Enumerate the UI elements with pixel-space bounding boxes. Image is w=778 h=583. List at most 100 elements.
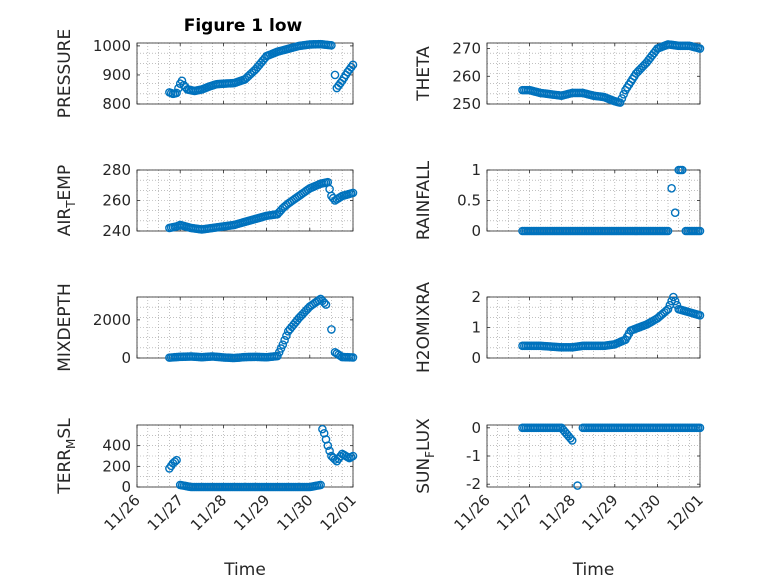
data-point (695, 226, 705, 236)
y-tick-label: 1 (471, 319, 481, 337)
data-markers (165, 39, 358, 99)
data-markers (518, 292, 705, 352)
data-markers (165, 294, 358, 363)
y-axis-label: TERRMSL (55, 418, 78, 495)
data-point (667, 183, 676, 193)
y-tick-label: -2 (466, 475, 481, 493)
data-point (327, 41, 336, 50)
data-markers (518, 40, 705, 107)
data-point (330, 70, 340, 80)
data-point (170, 457, 180, 466)
data-point (695, 44, 705, 53)
y-tick-label: 800 (102, 95, 131, 113)
y-axis-label: MIXDEPTH (55, 283, 75, 372)
data-point (318, 424, 327, 434)
data-point (280, 335, 289, 345)
y-tick-label: 280 (102, 161, 131, 179)
data-point (319, 298, 329, 308)
data-point (325, 184, 334, 194)
subplot-terr-msl: 0 200 400 TERRMSL 11/26 11/27 11/28 11/29 11/30 1… (55, 418, 360, 580)
data-point (348, 60, 358, 70)
y-tick-label: 240 (102, 222, 131, 240)
data-point (282, 331, 291, 341)
data-markers (518, 165, 705, 236)
y-tick-label: 1 (471, 161, 481, 179)
data-point (172, 455, 181, 465)
x-tick-label: 11/27 (493, 491, 536, 534)
data-point (327, 325, 336, 334)
data-point (346, 62, 356, 72)
data-markers (518, 423, 705, 490)
grid (486, 169, 701, 232)
data-point (677, 165, 687, 175)
y-tick-label: 2 (471, 288, 481, 306)
subplot-pressure: 800 900 1000 PRESSURE (55, 29, 358, 118)
y-tick-label: 2000 (93, 311, 131, 329)
x-tick-label: 11/30 (273, 491, 316, 534)
data-point (348, 451, 358, 461)
data-point (615, 98, 625, 107)
data-point (321, 300, 331, 309)
data-point (348, 188, 358, 198)
y-tick-label: 0 (471, 419, 481, 437)
data-point (177, 76, 187, 86)
y-tick-label: 270 (452, 40, 481, 58)
y-tick-label: 260 (102, 192, 131, 210)
x-tick-label: 12/01 (664, 491, 707, 534)
y-axis-label: PRESSURE (55, 29, 75, 118)
data-point (670, 208, 680, 217)
data-point (566, 434, 575, 443)
y-axis-label: SUNFLUX (414, 418, 437, 494)
x-axis-label: Time (572, 560, 615, 580)
x-tick-label: 11/30 (621, 491, 664, 534)
y-tick-label: -1 (466, 447, 481, 465)
data-point (567, 436, 577, 445)
y-tick-label: 0 (471, 222, 481, 240)
subplot-air-temp: 240 260 280 AIRTEMP (55, 161, 358, 240)
data-point (663, 304, 673, 314)
data-point (619, 89, 628, 99)
data-point (667, 296, 676, 306)
y-tick-label: 250 (452, 95, 481, 113)
x-tick-label: 12/01 (317, 491, 360, 534)
data-markers (165, 424, 358, 492)
data-point (670, 296, 680, 306)
axes-box (136, 42, 354, 105)
x-tick-label: 11/28 (187, 491, 230, 534)
x-tick-label: 11/29 (578, 491, 621, 534)
y-axis-label: AIRTEMP (55, 165, 78, 236)
data-point (325, 446, 334, 456)
y-tick-label: 0.5 (457, 192, 481, 210)
y-axis-label: H2OMIXRA (414, 282, 434, 373)
subplot-sun-flux: -2 -1 0 SUNFLUX 11/26 11/27 11/28 11/29 11/30 12/… (414, 418, 707, 580)
y-tick-label: 900 (102, 66, 131, 84)
y-tick-label: 400 (102, 437, 131, 455)
data-point (573, 481, 582, 490)
x-tick-label: 11/26 (451, 491, 494, 534)
figure-title: Figure 1 low (184, 16, 303, 36)
data-markers (165, 177, 358, 234)
y-axis-label: RAINFALL (414, 160, 434, 240)
x-tick-label: 11/29 (230, 491, 273, 534)
y-axis-label: THETA (414, 46, 434, 102)
data-point (316, 480, 325, 490)
subplot-rainfall: 0 0.5 1 RAINFALL (414, 160, 705, 240)
data-point (695, 423, 705, 433)
data-point (323, 441, 333, 450)
subplot-theta: 250 260 270 THETA (414, 40, 705, 113)
y-tick-label: 1000 (93, 37, 131, 55)
x-axis-label: Time (223, 560, 266, 580)
axes-box (486, 42, 701, 105)
y-tick-label: 0 (121, 478, 131, 496)
data-point (617, 94, 627, 103)
y-tick-label: 0 (471, 349, 481, 367)
grid (136, 296, 354, 359)
data-point (669, 292, 678, 302)
data-point (278, 340, 288, 349)
grid (486, 424, 701, 488)
subplot-h2omixra: 0 1 2 H2OMIXRA (414, 282, 705, 373)
x-tick-label: 11/26 (101, 491, 144, 534)
data-point (172, 88, 181, 98)
